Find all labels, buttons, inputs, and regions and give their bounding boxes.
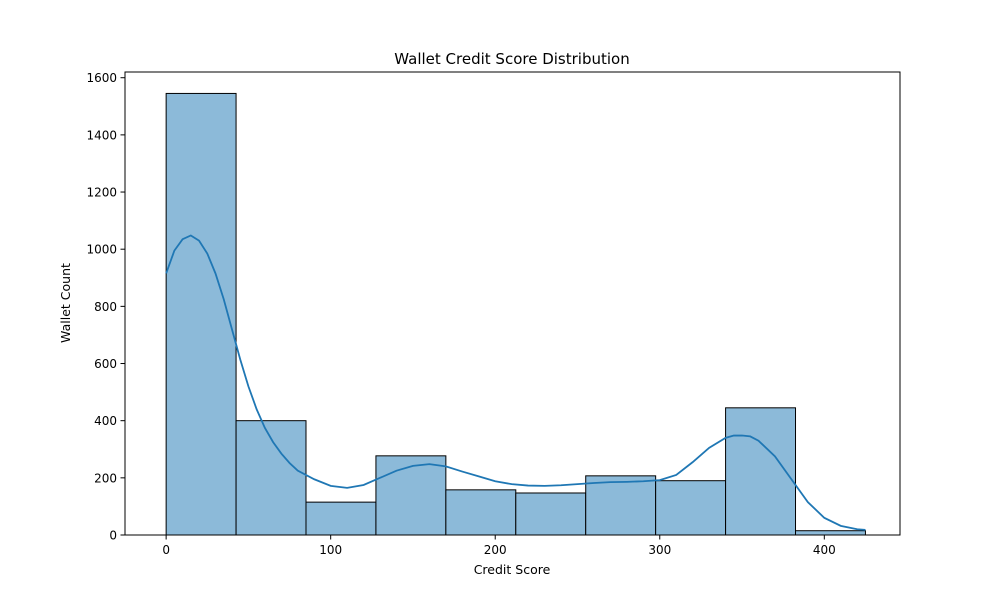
x-axis-label: Credit Score [474,562,551,577]
x-axis: 0 100 200 300 400 [162,535,836,557]
histogram-bar-10 [795,530,866,536]
kde-curve [165,234,866,531]
histogram-bar-9 [725,407,797,536]
bars-group [165,92,866,536]
y-tick-label: 400 [94,414,117,428]
histogram-bar-7 [585,475,657,536]
histogram-bar-4 [375,455,447,536]
y-tick-label: 200 [94,471,117,485]
x-tick-label: 300 [648,543,671,557]
y-tick-label: 800 [94,300,117,314]
y-tick-label: 1600 [86,71,117,85]
histogram-bar-5 [445,489,517,536]
y-tick-label: 1000 [86,243,117,257]
x-tick-label: 100 [319,543,342,557]
y-tick-label: 600 [94,357,117,371]
y-tick-label: 0 [109,529,117,543]
x-tick-label: 400 [813,543,836,557]
histogram-bar-8 [655,480,727,536]
x-tick-label: 0 [162,543,170,557]
y-tick-label: 1200 [86,186,117,200]
histogram-bar-3 [305,501,377,536]
histogram-bar-6 [515,492,587,536]
y-axis: 0 200 400 600 800 1000 1200 1400 1600 [86,71,125,543]
chart-title: Wallet Credit Score Distribution [394,50,629,68]
plot-frame [124,71,901,536]
histogram-bar-1 [165,92,237,536]
y-axis-label: Wallet Count [58,263,73,343]
x-tick-label: 200 [484,543,507,557]
y-tick-label: 1400 [86,128,117,142]
